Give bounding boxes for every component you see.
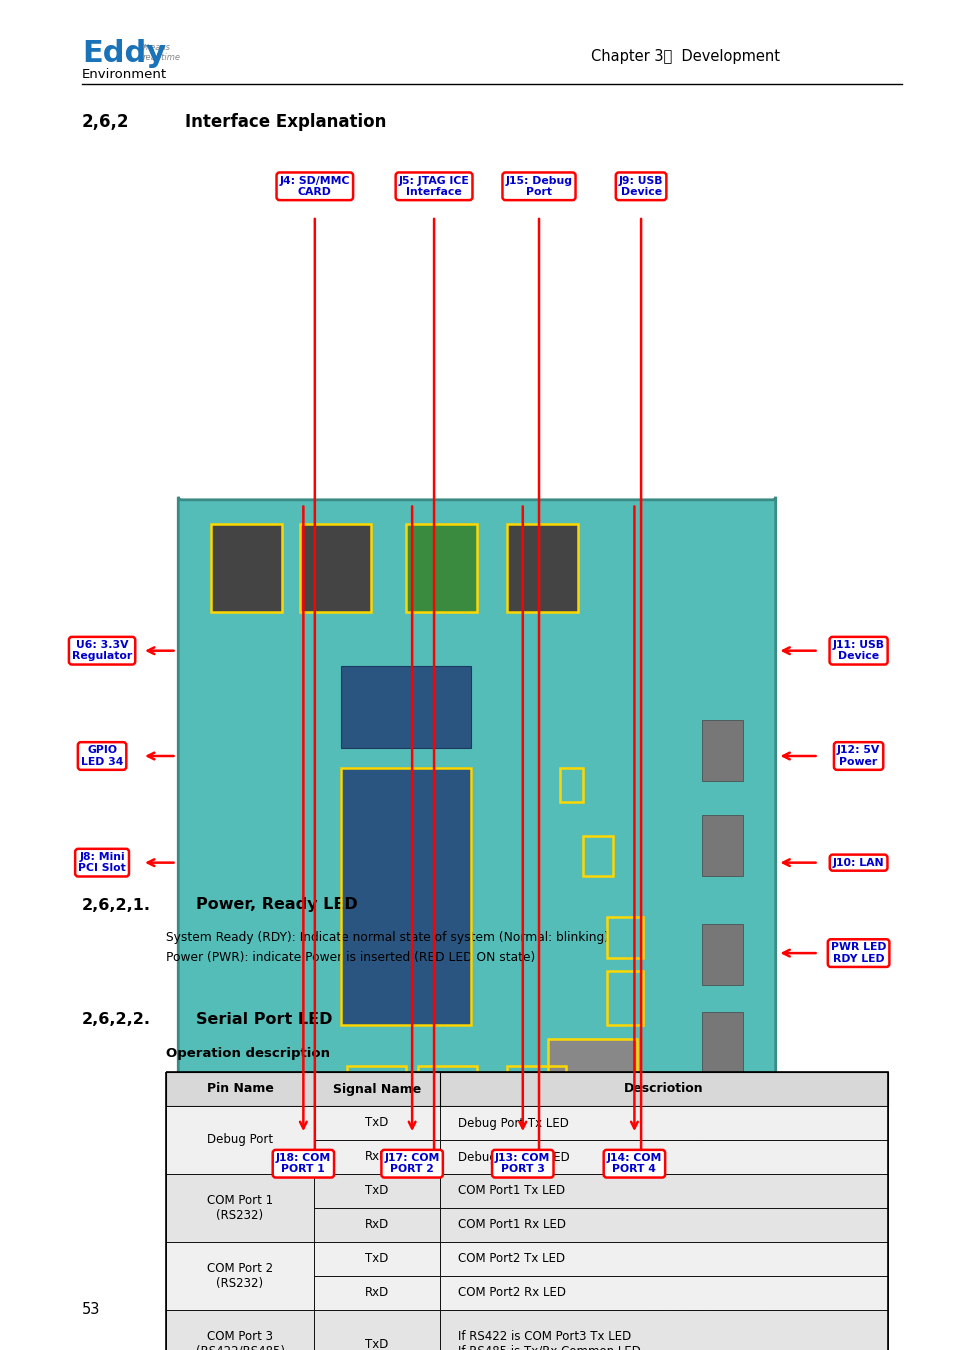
Text: ™: ™ [138,43,151,57]
FancyBboxPatch shape [701,815,742,876]
Text: COM Port2 Tx LED: COM Port2 Tx LED [457,1253,565,1265]
FancyBboxPatch shape [440,1174,887,1208]
FancyBboxPatch shape [314,1106,440,1139]
Text: Power (PWR): indicate Power is inserted (RED LED ON state): Power (PWR): indicate Power is inserted … [166,950,535,964]
Text: J12: 5V
Power: J12: 5V Power [836,745,880,767]
Text: J15: Debug
Port: J15: Debug Port [505,176,572,197]
Text: Debug Port Rx LED: Debug Port Rx LED [457,1150,570,1164]
FancyBboxPatch shape [299,524,370,612]
Text: Serial Port LED: Serial Port LED [195,1012,333,1027]
Text: TxD: TxD [365,1253,389,1265]
Text: 2,6,2,2.: 2,6,2,2. [82,1012,151,1027]
Text: J11: USB
Device: J11: USB Device [832,640,883,662]
FancyBboxPatch shape [440,1242,887,1276]
Text: RxD: RxD [365,1150,389,1164]
Text: PWR LED
RDY LED: PWR LED RDY LED [830,942,885,964]
Text: TxD: TxD [365,1184,389,1197]
Text: /: / [629,1301,635,1319]
FancyBboxPatch shape [440,1208,887,1242]
Text: System Ready (RDY): Indicate normal state of system (Normal: blinking): System Ready (RDY): Indicate normal stat… [166,930,608,944]
Text: COM Port1 Tx LED: COM Port1 Tx LED [457,1184,565,1197]
Text: real-time: real-time [143,54,181,62]
FancyBboxPatch shape [547,1040,636,1141]
Text: If RS422 is COM Port3 Tx LED
If RS485 is Tx/Rx Common LED: If RS422 is COM Port3 Tx LED If RS485 is… [457,1330,640,1350]
Text: COM Port 1
(RS232): COM Port 1 (RS232) [207,1193,273,1222]
Text: Signal Name: Signal Name [333,1083,421,1095]
FancyBboxPatch shape [166,1106,314,1174]
FancyBboxPatch shape [506,524,577,612]
Text: Descriotion: Descriotion [623,1083,703,1095]
FancyBboxPatch shape [314,1139,440,1174]
FancyBboxPatch shape [340,768,471,1026]
FancyBboxPatch shape [314,1208,440,1242]
Text: COM Port 2
(RS232): COM Port 2 (RS232) [207,1262,273,1291]
Text: J18: COM
PORT 1: J18: COM PORT 1 [275,1153,331,1174]
Text: 2,6,2: 2,6,2 [82,113,130,131]
Text: J9: USB
Device: J9: USB Device [618,176,662,197]
Text: means: means [143,43,171,53]
FancyBboxPatch shape [166,1242,314,1310]
FancyBboxPatch shape [314,1174,440,1208]
Text: Environment: Environment [82,68,167,81]
FancyBboxPatch shape [178,497,775,1174]
Text: U6: 3.3V
Regulator: U6: 3.3V Regulator [71,640,132,662]
Text: Debug Port Tx LED: Debug Port Tx LED [457,1116,569,1130]
Text: J4: SD/MMC
CARD: J4: SD/MMC CARD [279,176,350,197]
FancyBboxPatch shape [406,524,476,612]
Text: GPIO
LED 34: GPIO LED 34 [81,745,123,767]
Text: COM Port1 Rx LED: COM Port1 Rx LED [457,1219,566,1231]
Text: COM Port 3
(RS422/RS485): COM Port 3 (RS422/RS485) [195,1330,284,1350]
Text: RxD: RxD [365,1287,389,1300]
FancyBboxPatch shape [701,1012,742,1073]
Text: Operation description: Operation description [166,1048,330,1061]
Text: J8: Mini
PCI Slot: J8: Mini PCI Slot [78,852,126,873]
FancyBboxPatch shape [701,1080,742,1141]
Text: Chapter 3。  Development: Chapter 3。 Development [591,50,780,65]
FancyBboxPatch shape [440,1106,887,1139]
FancyBboxPatch shape [440,1139,887,1174]
Text: Pin Name: Pin Name [207,1083,274,1095]
Text: Eddy: Eddy [82,39,166,69]
Text: Debug Port: Debug Port [207,1134,273,1146]
FancyBboxPatch shape [166,1072,887,1106]
Text: J17: COM
PORT 2: J17: COM PORT 2 [384,1153,439,1174]
Text: TxD: TxD [365,1116,389,1130]
FancyBboxPatch shape [314,1310,440,1350]
FancyBboxPatch shape [193,1114,288,1154]
FancyBboxPatch shape [211,524,281,612]
Text: RxD: RxD [365,1219,389,1231]
Text: J13: COM
PORT 3: J13: COM PORT 3 [495,1153,550,1174]
FancyBboxPatch shape [314,1242,440,1276]
FancyBboxPatch shape [166,1174,314,1242]
Text: TxD: TxD [365,1338,389,1350]
Text: COM Port2 Rx LED: COM Port2 Rx LED [457,1287,566,1300]
FancyBboxPatch shape [166,1310,314,1350]
FancyBboxPatch shape [314,1276,440,1310]
FancyBboxPatch shape [340,667,471,748]
Text: J5: JTAG ICE
Interface: J5: JTAG ICE Interface [398,176,469,197]
Text: 53: 53 [82,1303,100,1318]
Text: J14: COM
PORT 4: J14: COM PORT 4 [606,1153,661,1174]
Text: 2,6,2,1.: 2,6,2,1. [82,898,151,913]
Text: Interface Explanation: Interface Explanation [185,113,386,131]
FancyBboxPatch shape [701,923,742,984]
FancyBboxPatch shape [701,721,742,782]
FancyBboxPatch shape [440,1276,887,1310]
FancyBboxPatch shape [440,1310,887,1350]
Text: J10: LAN: J10: LAN [832,857,883,868]
Text: Power, Ready LED: Power, Ready LED [195,898,357,913]
Text: SystemBase: SystemBase [643,1301,767,1319]
